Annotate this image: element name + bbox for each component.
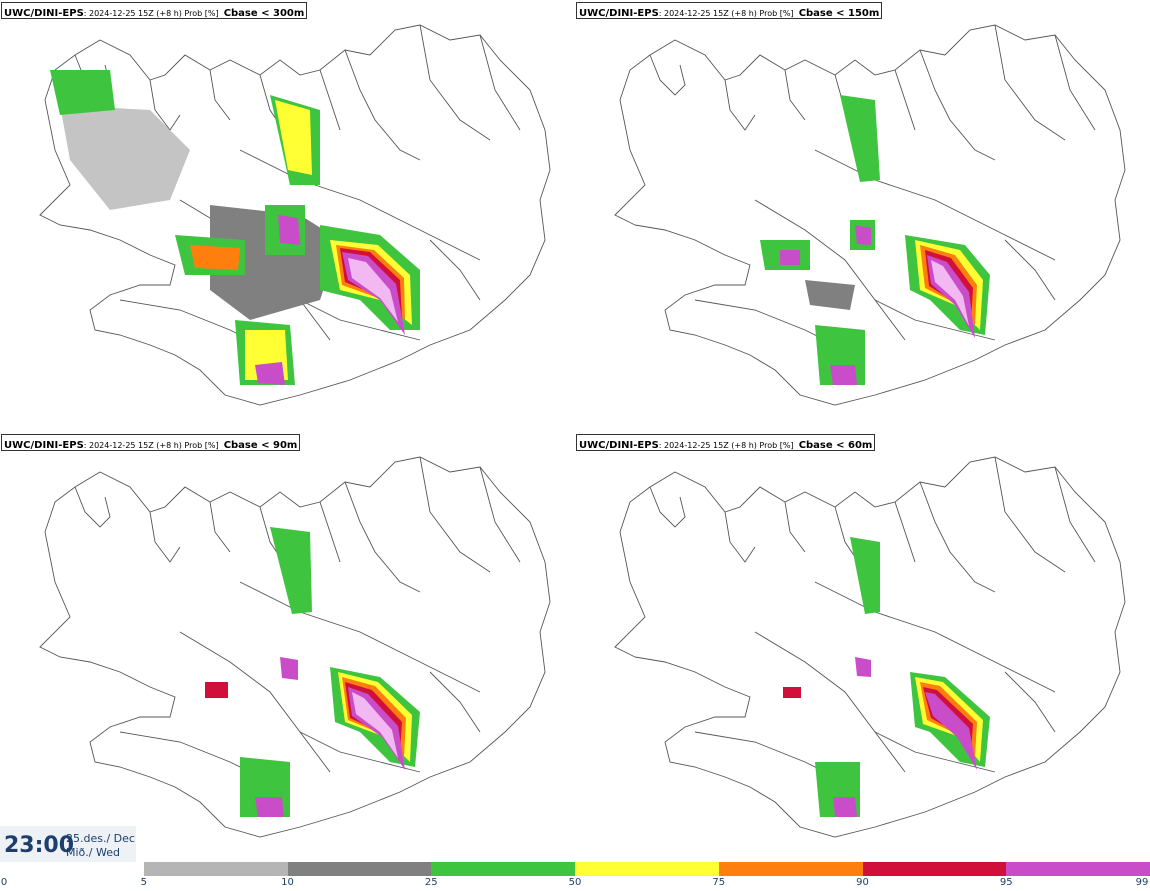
iceland-map xyxy=(39,456,551,838)
legend-tick-label: 99 xyxy=(1135,877,1149,888)
legend-segment xyxy=(0,862,144,876)
model-name: UWC/DINI-EPS xyxy=(579,440,659,451)
map-panel-cbase-300m: UWC/DINI-EPS: 2024-12-25 15Z (+8 h) Prob… xyxy=(0,0,575,432)
legend-tick-label: 90 xyxy=(856,877,869,888)
probability-field xyxy=(50,70,420,385)
valid-weekday: Mið./ Wed xyxy=(66,846,120,859)
legend-segment xyxy=(862,862,1007,876)
iceland-map xyxy=(614,456,1126,838)
legend-segment xyxy=(431,862,575,876)
probability-field xyxy=(760,95,990,385)
valid-time-box: 23:00 25.des./ Dec Mið./ Wed xyxy=(0,826,136,864)
legend-tick-label: 95 xyxy=(999,877,1013,888)
map-panel-cbase-90m: UWC/DINI-EPS: 2024-12-25 15Z (+8 h) Prob… xyxy=(0,432,575,864)
legend-tick-label: 75 xyxy=(712,877,726,888)
legend-tick-label: 5 xyxy=(140,877,147,888)
model-name: UWC/DINI-EPS xyxy=(579,8,659,19)
probability-field xyxy=(783,537,990,817)
legend-tick-label: 10 xyxy=(281,877,294,888)
panel-title: UWC/DINI-EPS: 2024-12-25 15Z (+8 h) Prob… xyxy=(576,2,883,19)
model-name: UWC/DINI-EPS xyxy=(4,8,84,19)
legend-segment xyxy=(1006,862,1150,876)
panel-title: UWC/DINI-EPS: 2024-12-25 15Z (+8 h) Prob… xyxy=(576,434,876,451)
parameter-label: Cbase < 300m xyxy=(223,8,305,19)
map-panel-cbase-60m: UWC/DINI-EPS: 2024-12-25 15Z (+8 h) Prob… xyxy=(575,432,1150,864)
legend-tick-label: 25 xyxy=(424,877,438,888)
panel-title: UWC/DINI-EPS: 2024-12-25 15Z (+8 h) Prob… xyxy=(1,434,301,451)
run-info: : 2024-12-25 15Z (+8 h) Prob [%] xyxy=(83,9,219,18)
valid-hour: 23:00 xyxy=(4,833,75,858)
color-legend: 0 5 10 25 50 75 90 95 99 xyxy=(0,860,1150,891)
model-name: UWC/DINI-EPS xyxy=(4,440,84,451)
run-info: : 2024-12-25 15Z (+8 h) Prob [%] xyxy=(658,9,794,18)
parameter-label: Cbase < 60m xyxy=(798,440,873,451)
parameter-label: Cbase < 150m xyxy=(798,8,880,19)
panel-title: UWC/DINI-EPS: 2024-12-25 15Z (+8 h) Prob… xyxy=(1,2,308,19)
run-info: : 2024-12-25 15Z (+8 h) Prob [%] xyxy=(658,441,794,450)
iceland-map xyxy=(39,24,551,406)
probability-field xyxy=(205,527,420,817)
valid-date: 25.des./ Dec xyxy=(66,832,135,845)
run-info: : 2024-12-25 15Z (+8 h) Prob [%] xyxy=(83,441,219,450)
map-panel-cbase-150m: UWC/DINI-EPS: 2024-12-25 15Z (+8 h) Prob… xyxy=(575,0,1150,432)
iceland-map xyxy=(614,24,1126,406)
legend-tick-label: 0 xyxy=(0,877,8,888)
legend-segment xyxy=(718,862,863,876)
legend-bar xyxy=(0,862,1150,876)
legend-segment xyxy=(575,862,719,876)
legend-segment xyxy=(287,862,432,876)
legend-segment xyxy=(143,862,288,876)
parameter-label: Cbase < 90m xyxy=(223,440,298,451)
legend-tick-label: 50 xyxy=(568,877,582,888)
